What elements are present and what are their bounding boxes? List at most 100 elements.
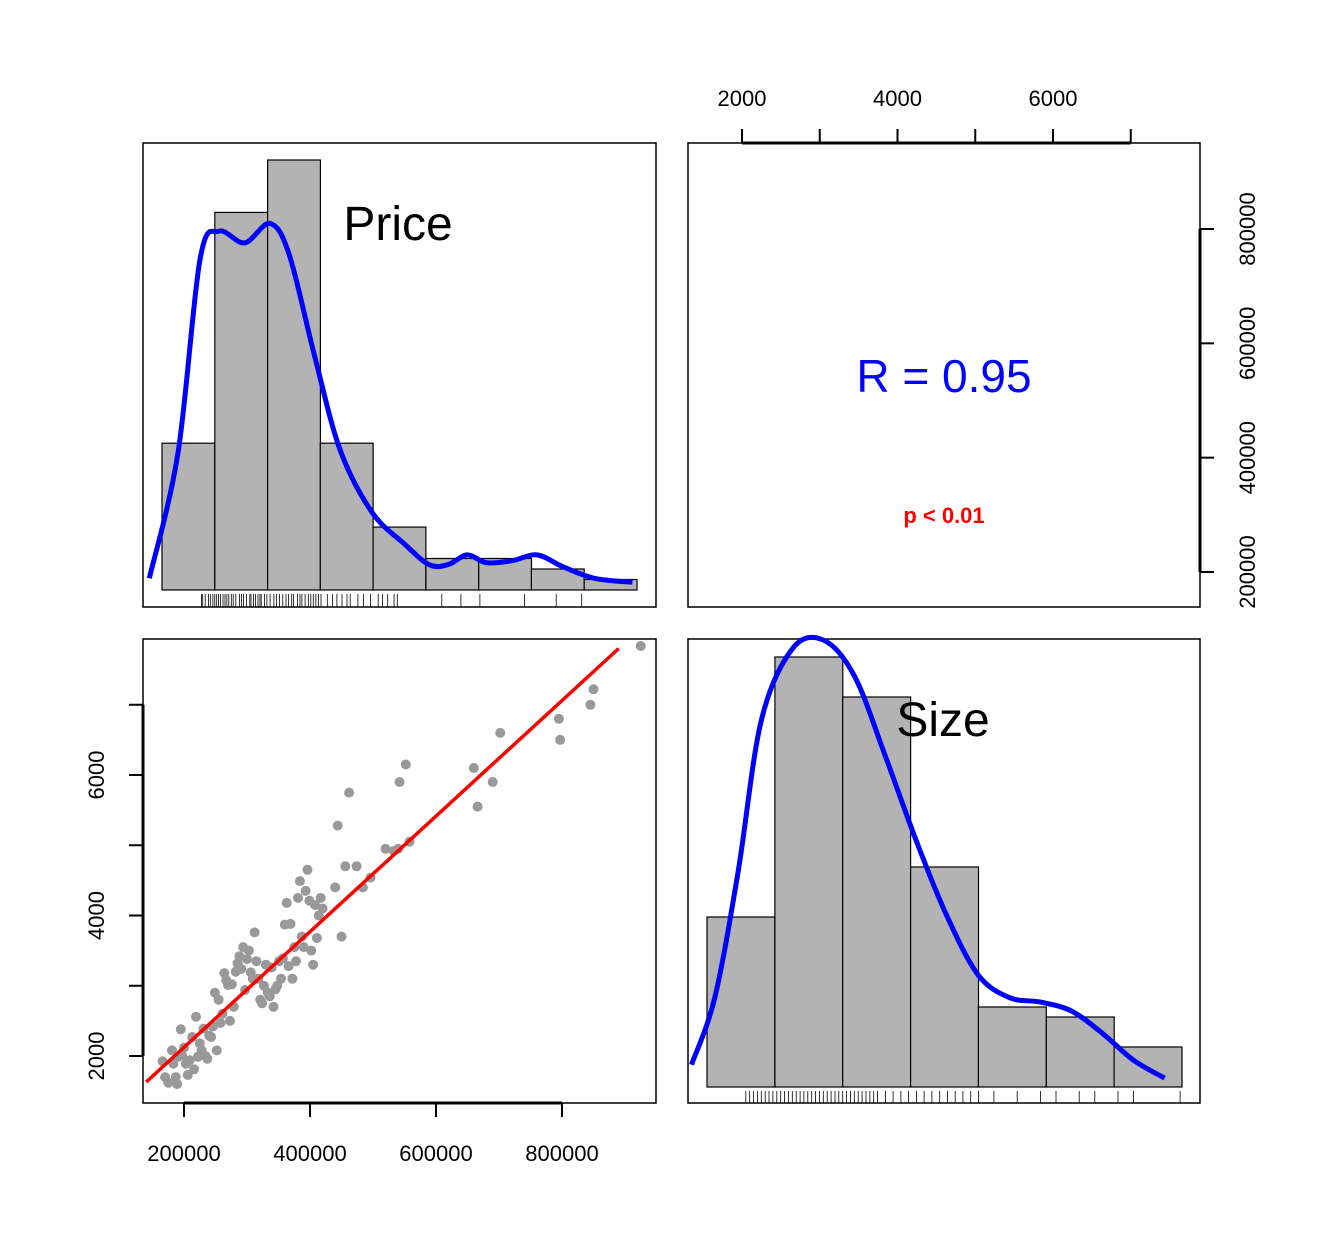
histogram-bar <box>706 916 776 1088</box>
scatter-point <box>285 918 296 929</box>
scatter-point <box>163 1077 174 1088</box>
panel-size-histogram <box>687 638 1201 1104</box>
scatter-point <box>251 956 262 967</box>
scatter-point <box>302 864 313 875</box>
y-tick-label: 4000 <box>84 891 109 940</box>
scatter-point <box>306 945 317 956</box>
histogram-bar <box>267 159 322 591</box>
histogram-bar <box>161 442 216 591</box>
scatter-point <box>175 1024 186 1035</box>
price-histogram-bars <box>161 159 638 591</box>
scatter-point <box>468 763 479 773</box>
scatter-point <box>281 897 292 908</box>
scatter-point <box>215 1018 226 1028</box>
scatter-point <box>315 892 326 903</box>
scatter-point <box>298 942 309 953</box>
scatter-point <box>400 759 411 770</box>
scatter-point <box>487 777 498 787</box>
histogram-bar <box>977 1006 1047 1088</box>
scatter-point <box>330 882 341 893</box>
top-tick-label: 4000 <box>873 86 922 111</box>
scatter-point <box>213 994 224 1005</box>
scatter-point <box>191 1011 201 1022</box>
scatter-point <box>380 843 391 854</box>
scatter-point <box>189 1064 200 1075</box>
scatter-point <box>234 951 245 962</box>
scatter-point <box>311 933 322 943</box>
x-tick-label: 200000 <box>147 1141 220 1166</box>
scatter-point <box>588 684 599 695</box>
y-axis-price-right: 200000 400000 600000 800000 <box>1198 192 1260 609</box>
top-tick-label: 6000 <box>1029 86 1078 111</box>
right-tick-label: 800000 <box>1235 192 1260 265</box>
correlation-p-text: p < 0.01 <box>903 503 984 528</box>
scatter-point <box>184 1055 195 1066</box>
panel-price-histogram <box>142 142 657 608</box>
x-tick-label: 600000 <box>399 1141 472 1166</box>
y-tick-label: 2000 <box>84 1032 109 1081</box>
scatter-point <box>394 777 405 787</box>
scatter-point <box>283 961 294 972</box>
scatter-points <box>157 641 646 1090</box>
scatter-point <box>553 713 564 724</box>
scatter-point <box>172 1079 183 1090</box>
scatter-point <box>291 956 302 967</box>
size-rug <box>745 1091 1181 1103</box>
scatter-point <box>276 973 286 984</box>
scatter-point <box>585 699 596 710</box>
scatter-point <box>300 885 311 896</box>
right-tick-label: 400000 <box>1235 421 1260 494</box>
scatter-point <box>236 963 247 974</box>
scatter-point <box>317 903 328 914</box>
scatter-point <box>472 801 483 812</box>
scatter-point <box>225 1015 235 1026</box>
correlation-r-text: R = 0.95 <box>856 350 1031 402</box>
scatter-point <box>211 1045 222 1056</box>
scatter-point <box>555 734 566 745</box>
histogram-bar <box>842 696 912 1088</box>
histogram-bar <box>909 866 980 1088</box>
scatter-point <box>202 1053 213 1064</box>
price-rug <box>200 594 583 607</box>
scatter-point <box>308 959 319 970</box>
scatter-point <box>293 892 303 903</box>
top-tick-label: 2000 <box>718 86 767 111</box>
price-label: Price <box>343 198 452 251</box>
scatter-point <box>495 727 506 738</box>
x-axis-size-top: 2000 4000 6000 <box>718 86 1132 145</box>
scatter-point <box>257 998 268 1009</box>
size-histogram-bars <box>706 656 1183 1088</box>
scatter-point <box>351 861 362 872</box>
right-tick-label: 600000 <box>1235 307 1260 380</box>
x-tick-label: 400000 <box>273 1141 346 1166</box>
scatter-point <box>167 1045 177 1056</box>
scatter-point <box>287 973 298 984</box>
histogram-bar <box>214 211 269 591</box>
scatter-point <box>226 979 237 990</box>
panel-scatter <box>142 638 657 1104</box>
scatter-point <box>294 876 305 887</box>
x-axis-price: 200000 400000 600000 800000 <box>147 1101 599 1166</box>
right-tick-label: 200000 <box>1235 535 1260 608</box>
scatter-point <box>635 641 646 651</box>
y-axis-size: 2000 4000 6000 <box>84 703 145 1081</box>
size-density-curve <box>689 634 1166 1081</box>
scatter-point <box>249 927 260 938</box>
scatter-point <box>242 954 252 965</box>
scatter-point <box>264 991 275 1002</box>
scatter-point <box>243 945 254 956</box>
x-tick-label: 800000 <box>525 1141 598 1166</box>
scatter-point <box>206 1032 217 1042</box>
histogram-bar <box>774 656 844 1088</box>
scatter-point <box>340 861 351 872</box>
scatter-point <box>344 787 355 798</box>
histogram-bar <box>1045 1016 1115 1088</box>
scatter-fit-line <box>145 647 620 1084</box>
scatter-point <box>268 1001 279 1012</box>
scatter-point <box>332 820 343 831</box>
y-tick-label: 6000 <box>84 751 109 800</box>
price-density-curve <box>146 220 633 585</box>
scatter-point <box>310 900 320 910</box>
scatter-point <box>336 931 347 942</box>
